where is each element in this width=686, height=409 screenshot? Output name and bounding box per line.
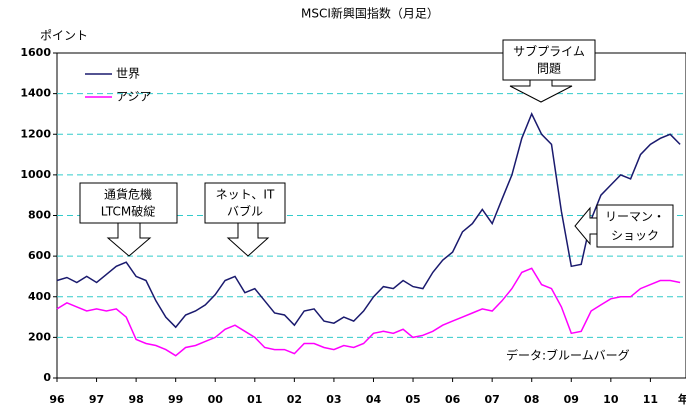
series-line [56,267,681,357]
x-tick-label: 01 [247,393,262,406]
x-tick-label: 96 [49,393,65,406]
callout: リーマン・ ショック [574,204,674,248]
legend-label: 世界 [116,67,140,81]
y-tick-label: 800 [28,209,51,222]
callout: サブプライム 問題 [502,39,596,103]
y-tick-label: 0 [43,371,51,384]
legend: 世界 アジア [85,67,152,104]
y-tick-label: 600 [28,249,51,262]
x-tick-label: 00 [208,393,224,406]
x-tick-label: 08 [524,393,539,406]
y-tick-label: 200 [28,330,51,343]
y-tick-label: 1600 [20,46,51,59]
callout: 通貨危機 LTCM破綻 [79,182,178,257]
callout-box [502,39,596,81]
series-line [56,112,681,329]
x-tick-label: 05 [405,393,420,406]
callout-text: サブプライム [513,44,585,59]
y-tick-label: 1200 [20,127,51,140]
callout-text: バブル [227,204,263,219]
legend-label: アジア [116,90,152,104]
callout-text: リーマン・ [605,210,665,224]
x-axis-label: 年 [678,392,686,406]
callout: ネット、IT バブル [204,182,286,257]
x-tick-label: 10 [603,393,619,406]
x-tick-label: 97 [89,393,104,406]
x-tick-label: 03 [326,393,341,406]
callout-arrow [226,222,270,257]
x-tick-label: 98 [128,393,143,406]
source-note: データ:ブルームバーグ [506,348,630,363]
x-tick-label: 04 [366,393,382,406]
callout-text: LTCM破綻 [101,204,155,219]
x-tick-label: 07 [485,393,500,406]
callout-arrow [106,222,152,257]
chart-title: MSCI新興国指数（月足） [301,6,439,21]
callout-arrow [574,206,598,246]
y-tick-label: 1400 [20,87,51,100]
x-tick-label: 02 [287,393,302,406]
callout-box [79,182,178,224]
callout-text: 問題 [537,62,561,76]
callout-text: 通貨危機 [104,187,152,202]
x-tick-label: 11 [643,393,658,406]
y-tick-label: 1000 [20,168,51,181]
callout-arrow [509,79,573,103]
y-tick-label: 400 [28,290,51,303]
x-tick-label: 99 [168,393,183,406]
y-axis-label: ポイント [40,29,88,43]
x-tick-label: 06 [445,393,461,406]
x-tick-label: 09 [564,393,579,406]
callout-text: ネット、IT [216,188,275,202]
callout-box [596,204,674,248]
callout-text: ショック [611,229,659,243]
